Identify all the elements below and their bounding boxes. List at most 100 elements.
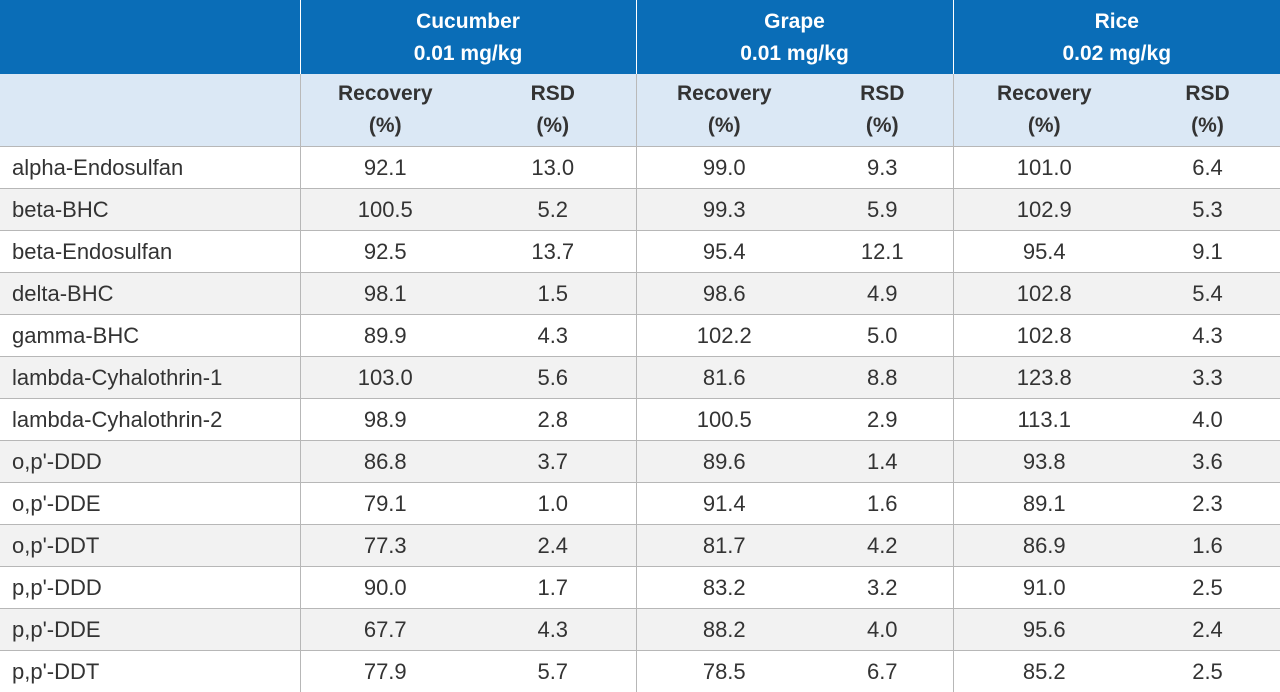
rsd-cell: 5.6 xyxy=(470,357,636,399)
rsd-cell: 1.6 xyxy=(812,483,953,525)
rsd-cell: 13.0 xyxy=(470,147,636,189)
recovery-cell: 83.2 xyxy=(636,567,812,609)
recovery-cell: 86.8 xyxy=(300,441,470,483)
rsd-unit: (%) xyxy=(812,110,953,142)
analyte-cell: lambda-Cyhalothrin-1 xyxy=(0,357,300,399)
analyte-cell: p,p'-DDE xyxy=(0,609,300,651)
group-header-rice: Rice 0.02 mg/kg xyxy=(953,0,1280,74)
rsd-cell: 2.4 xyxy=(1135,609,1280,651)
recovery-cell: 102.8 xyxy=(953,273,1135,315)
analyte-cell: o,p'-DDE xyxy=(0,483,300,525)
rsd-cell: 1.6 xyxy=(1135,525,1280,567)
recovery-label: Recovery xyxy=(954,78,1136,110)
analyte-header-cell xyxy=(0,0,300,74)
rsd-unit: (%) xyxy=(470,110,636,142)
rsd-cell: 4.2 xyxy=(812,525,953,567)
recovery-cell: 123.8 xyxy=(953,357,1135,399)
recovery-cell: 98.9 xyxy=(300,399,470,441)
recovery-cell: 89.6 xyxy=(636,441,812,483)
recovery-cell: 81.7 xyxy=(636,525,812,567)
recovery-cell: 79.1 xyxy=(300,483,470,525)
recovery-unit: (%) xyxy=(637,110,813,142)
rsd-cell: 4.3 xyxy=(470,315,636,357)
rsd-cell: 9.1 xyxy=(1135,231,1280,273)
rsd-cell: 4.3 xyxy=(470,609,636,651)
group-name: Grape xyxy=(637,6,953,38)
recovery-header-grape: Recovery (%) xyxy=(636,74,812,147)
rsd-cell: 1.4 xyxy=(812,441,953,483)
recovery-cell: 102.2 xyxy=(636,315,812,357)
group-header-grape: Grape 0.01 mg/kg xyxy=(636,0,953,74)
analyte-cell: o,p'-DDD xyxy=(0,441,300,483)
rsd-label: RSD xyxy=(1135,78,1280,110)
rsd-unit: (%) xyxy=(1135,110,1280,142)
recovery-cell: 91.4 xyxy=(636,483,812,525)
analyte-cell: p,p'-DDT xyxy=(0,651,300,692)
recovery-cell: 95.4 xyxy=(636,231,812,273)
analyte-cell: p,p'-DDD xyxy=(0,567,300,609)
rsd-cell: 1.7 xyxy=(470,567,636,609)
recovery-cell: 86.9 xyxy=(953,525,1135,567)
recovery-cell: 67.7 xyxy=(300,609,470,651)
recovery-cell: 92.1 xyxy=(300,147,470,189)
recovery-label: Recovery xyxy=(637,78,813,110)
recovery-label: Recovery xyxy=(301,78,471,110)
recovery-cell: 100.5 xyxy=(636,399,812,441)
recovery-cell: 89.1 xyxy=(953,483,1135,525)
analyte-cell: gamma-BHC xyxy=(0,315,300,357)
rsd-cell: 5.9 xyxy=(812,189,953,231)
analyte-cell: alpha-Endosulfan xyxy=(0,147,300,189)
rsd-cell: 12.1 xyxy=(812,231,953,273)
rsd-cell: 3.2 xyxy=(812,567,953,609)
recovery-cell: 89.9 xyxy=(300,315,470,357)
analyte-cell: delta-BHC xyxy=(0,273,300,315)
rsd-cell: 5.3 xyxy=(1135,189,1280,231)
rsd-cell: 13.7 xyxy=(470,231,636,273)
recovery-cell: 91.0 xyxy=(953,567,1135,609)
rsd-cell: 1.5 xyxy=(470,273,636,315)
analyte-cell: lambda-Cyhalothrin-2 xyxy=(0,399,300,441)
rsd-cell: 8.8 xyxy=(812,357,953,399)
rsd-cell: 2.8 xyxy=(470,399,636,441)
analyte-cell: o,p'-DDT xyxy=(0,525,300,567)
recovery-cell: 77.9 xyxy=(300,651,470,692)
recovery-cell: 99.0 xyxy=(636,147,812,189)
group-header-row: Cucumber 0.01 mg/kg Grape 0.01 mg/kg Ric… xyxy=(0,0,1280,74)
rsd-cell: 3.6 xyxy=(1135,441,1280,483)
rsd-cell: 5.0 xyxy=(812,315,953,357)
recovery-cell: 88.2 xyxy=(636,609,812,651)
analyte-cell: beta-Endosulfan xyxy=(0,231,300,273)
recovery-cell: 102.8 xyxy=(953,315,1135,357)
rsd-cell: 2.4 xyxy=(470,525,636,567)
rsd-cell: 1.0 xyxy=(470,483,636,525)
recovery-cell: 98.1 xyxy=(300,273,470,315)
rsd-cell: 5.2 xyxy=(470,189,636,231)
recovery-cell: 95.6 xyxy=(953,609,1135,651)
rsd-cell: 4.0 xyxy=(812,609,953,651)
recovery-cell: 102.9 xyxy=(953,189,1135,231)
recovery-unit: (%) xyxy=(301,110,471,142)
rsd-cell: 6.4 xyxy=(1135,147,1280,189)
recovery-cell: 93.8 xyxy=(953,441,1135,483)
group-header-cucumber: Cucumber 0.01 mg/kg xyxy=(300,0,636,74)
rsd-cell: 5.4 xyxy=(1135,273,1280,315)
rsd-cell: 2.9 xyxy=(812,399,953,441)
group-name: Cucumber xyxy=(301,6,636,38)
recovery-cell: 81.6 xyxy=(636,357,812,399)
recovery-cell: 100.5 xyxy=(300,189,470,231)
rsd-header-cucumber: RSD (%) xyxy=(470,74,636,147)
rsd-cell: 2.5 xyxy=(1135,651,1280,692)
rsd-cell: 6.7 xyxy=(812,651,953,692)
rsd-cell: 4.3 xyxy=(1135,315,1280,357)
